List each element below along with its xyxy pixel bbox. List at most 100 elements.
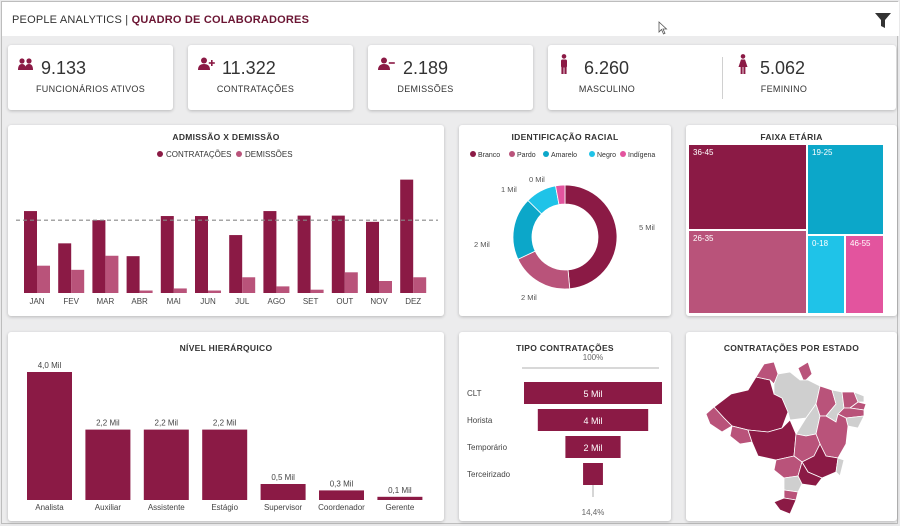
bar-contratacoes-jan[interactable] [24, 211, 37, 293]
state-ro[interactable] [729, 425, 753, 445]
bar-demissoes-jun[interactable] [208, 290, 221, 293]
treemap-46-55[interactable]: 46-55 [846, 236, 883, 313]
bar-supervisor[interactable] [260, 484, 306, 500]
state-ms[interactable] [773, 455, 803, 479]
funnel-bottom-label: 14,4% [582, 508, 605, 517]
bar-demissoes-out[interactable] [344, 272, 358, 293]
state-rn[interactable] [853, 391, 865, 403]
kpi-label-feminino: FEMININO [760, 84, 808, 94]
treemap-0-18[interactable]: 0-18 [808, 236, 844, 313]
kpi-value-feminino: 5.062 [760, 58, 806, 78]
x-tick-gerente: Gerente [385, 503, 414, 512]
user-plus-icon [198, 57, 215, 70]
state-es-rj[interactable] [835, 457, 845, 477]
bar-contratacoes-mai[interactable] [160, 216, 174, 293]
tipo-title: TIPO CONTRATAÇÕES [516, 343, 614, 353]
funnel-label-terceirizado: Terceirizado [467, 470, 511, 479]
faixa-title: FAIXA ETÁRIA [760, 132, 823, 142]
treemap-26-35[interactable]: 26-35 [689, 231, 806, 313]
kpi-value-funcionarios: 9.133 [41, 58, 87, 78]
racial-label-indigena: 0 Mil [529, 175, 545, 184]
slice-pardo[interactable] [517, 250, 571, 290]
kpi-card-funcionarios: 9.133 FUNCIONÁRIOS ATIVOS [8, 45, 173, 110]
bar-contratacoes-out[interactable] [331, 215, 345, 293]
bar-contratacoes-ago[interactable] [263, 211, 277, 293]
state-ap[interactable] [797, 361, 813, 383]
kpi-divider [722, 57, 723, 99]
legend-branco-marker [470, 151, 476, 157]
state-rs[interactable] [773, 497, 797, 515]
bar-assistente[interactable] [143, 429, 189, 500]
legend-pardo-label: Pardo [517, 152, 536, 159]
racial-chart: Branco Pardo Amarelo Negro Indígena 5 Mil 2 … [470, 151, 655, 302]
state-pr[interactable] [783, 475, 803, 493]
x-tick-set: SET [303, 297, 319, 306]
panel-contratacoes-estado: CONTRATAÇÕES POR ESTADO [686, 332, 897, 521]
bar-demissoes-fev[interactable] [71, 269, 85, 293]
state-ac[interactable] [705, 406, 733, 433]
bar-demissoes-abr[interactable] [139, 290, 153, 293]
bar-estagio[interactable] [202, 429, 248, 500]
bar-contratacoes-set[interactable] [297, 215, 311, 293]
bar-contratacoes-abr[interactable] [126, 256, 140, 293]
x-tick-abr: ABR [131, 297, 148, 306]
funnel-bar-clt[interactable] [524, 382, 662, 404]
x-tick-jun: JUN [200, 297, 216, 306]
bar-contratacoes-jun[interactable] [195, 216, 208, 293]
kpi-value-demissoes: 2.189 [403, 58, 449, 78]
x-tick-mai: MAI [167, 297, 181, 306]
bar-contratacoes-jul[interactable] [229, 235, 243, 293]
bar-contratacoes-fev[interactable] [58, 243, 72, 293]
state-al-se[interactable] [845, 415, 865, 429]
mouse-cursor-icon [658, 21, 668, 35]
brazil-map[interactable] [686, 332, 897, 521]
value-label-assistente: 2,2 Mil [155, 419, 179, 428]
bar-demissoes-mar[interactable] [105, 255, 119, 293]
racial-label-negro: 1 Mil [501, 185, 517, 194]
x-tick-estagio: Estágio [211, 503, 238, 512]
bar-contratacoes-nov[interactable] [366, 221, 379, 293]
female-icon [738, 54, 748, 74]
nivel-chart: 4,0 Mil Analista 2,2 Mil Auxiliar 2,2 Mil Ass… [27, 361, 423, 512]
bar-demissoes-jul[interactable] [242, 277, 256, 293]
bar-demissoes-dez[interactable] [413, 277, 427, 293]
kpi-value-masculino: 6.260 [584, 58, 630, 78]
filter-icon[interactable] [874, 12, 892, 30]
bar-contratacoes-mar[interactable] [92, 220, 106, 293]
bar-demissoes-jan[interactable] [37, 265, 50, 293]
legend-amarelo-marker [543, 151, 549, 157]
slice-branco[interactable] [564, 184, 618, 290]
user-minus-icon [378, 57, 395, 70]
kpi-card-genero: 6.260 MASCULINO 5.062 FEMININO [548, 45, 896, 110]
bar-gerente[interactable] [377, 496, 423, 500]
treemap-19-25[interactable]: 19-25 [808, 145, 883, 234]
value-label-gerente: 0,1 Mil [388, 486, 412, 495]
funnel-bar-horista[interactable] [537, 409, 649, 431]
admissao-chart: CONTRATAÇÕES DEMISSÕES JAN FEV MAR ABR MAI JU… [16, 150, 438, 306]
legend-indigena-label: Indígena [628, 152, 655, 159]
slice-indigena[interactable] [555, 184, 566, 206]
bar-demissoes-set[interactable] [310, 289, 324, 293]
funnel-bar-terceirizado[interactable] [583, 463, 603, 485]
male-icon [561, 54, 567, 74]
bar-auxiliar[interactable] [85, 429, 131, 500]
x-tick-coordenador: Coordenador [318, 503, 365, 512]
funnel-label-clt: CLT [467, 389, 482, 398]
funnel-bar-temporario[interactable] [565, 436, 621, 458]
x-tick-nov: NOV [370, 297, 388, 306]
panel-faixa-etaria: FAIXA ETÁRIA 36-45 26-35 19-25 0-18 46-5… [686, 125, 897, 316]
bar-contratacoes-dez[interactable] [400, 179, 414, 293]
kpi-label-funcionarios: FUNCIONÁRIOS ATIVOS [35, 84, 146, 94]
bar-analista[interactable] [27, 372, 72, 500]
bar-coordenador[interactable] [319, 490, 364, 500]
bar-demissoes-ago[interactable] [276, 286, 290, 293]
tipo-chart: 100% 14,4% CLT 5 Mil Horista 4 Mil Temporári… [467, 353, 662, 517]
x-tick-assistente: Assistente [148, 503, 185, 512]
value-label-estagio: 2,2 Mil [213, 419, 237, 428]
panel-identificacao-racial: IDENTIFICAÇÃO RACIAL Branco Pardo Amarelo N… [459, 125, 671, 316]
bar-demissoes-nov[interactable] [379, 281, 392, 293]
kpi-label-contratacoes: CONTRATAÇÕES [216, 84, 295, 94]
bar-demissoes-mai[interactable] [173, 288, 187, 293]
treemap-36-45[interactable]: 36-45 [689, 145, 806, 229]
kpi-card-demissoes: 2.189 DEMISSÕES [368, 45, 533, 110]
